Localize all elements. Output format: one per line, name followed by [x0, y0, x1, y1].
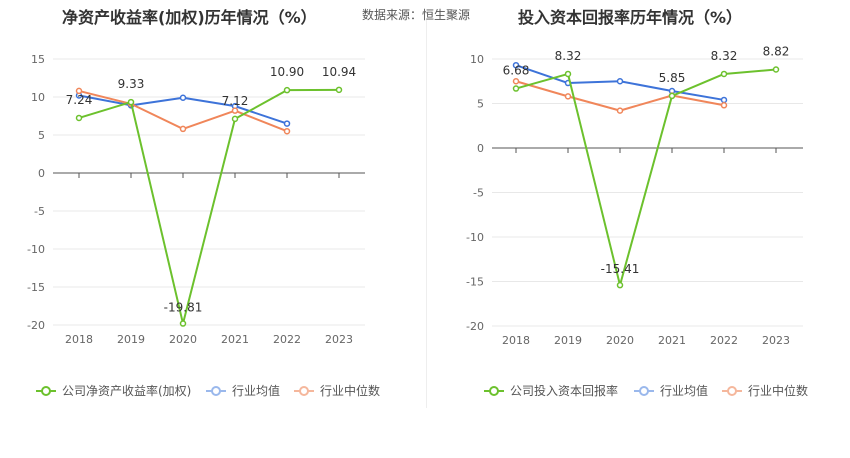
chart1-y-tick-label: -5 [34, 205, 45, 218]
chart1-data-label: -19.81 [164, 301, 203, 315]
chart2-data-label: 8.32 [555, 49, 582, 63]
chart1-point-company [127, 98, 135, 106]
chart1-legend-label-median: 行业中位数 [320, 383, 380, 398]
chart2-data-label: 8.32 [711, 49, 738, 63]
chart2-legend-label-avg: 行业均值 [660, 383, 708, 398]
chart2-y-tick-label: -10 [466, 231, 484, 244]
chart1-y-tick-label: 0 [38, 167, 45, 180]
chart1-title: 净资产收益率(加权)历年情况（%） [62, 8, 317, 27]
chart2-legend-label-median: 行业中位数 [748, 383, 808, 398]
chart2-point-median [564, 93, 572, 100]
chart2-y-tick-label: 0 [477, 142, 484, 155]
chart1-point-company [75, 114, 83, 122]
chart2-y-tick-label: -5 [473, 187, 484, 200]
chart1-y-tick-label: 5 [38, 129, 45, 142]
chart1-legend-marker-company[interactable] [41, 386, 51, 396]
chart2-y-tick-label: 5 [477, 98, 484, 111]
chart1-y-tick-label: -15 [27, 281, 45, 294]
chart2-x-tick-label: 2022 [710, 334, 738, 347]
chart1-series-line-company [78, 88, 340, 325]
chart2-legend-marker-company[interactable] [489, 386, 499, 396]
chart2-legend-marker-median[interactable] [727, 386, 737, 396]
chart1-data-label: 7.12 [222, 94, 249, 108]
chart1-point-median [231, 107, 239, 114]
chart2-x-tick-label: 2019 [554, 334, 582, 347]
chart2-x-tick-label: 2018 [502, 334, 530, 347]
chart1-point-avg [283, 120, 291, 127]
data-source: 数据来源：恒生聚源 [362, 8, 471, 22]
chart2-series-line-median [515, 80, 725, 112]
chart2-data-label: 6.68 [503, 64, 530, 78]
chart1-data-label: 10.90 [270, 65, 304, 79]
chart1-x-tick-label: 2021 [221, 333, 249, 346]
chart1-point-company [283, 86, 291, 94]
chart2-x-tick-label: 2021 [658, 334, 686, 347]
chart1-point-company [231, 115, 239, 123]
chart1-point-median [75, 87, 83, 95]
chart1-x-tick-label: 2019 [117, 333, 145, 346]
chart1-legend-label-company: 公司净资产收益率(加权) [62, 383, 191, 398]
chart2-data-label: 5.85 [659, 71, 686, 85]
chart1-y-tick-label: -10 [27, 243, 45, 256]
chart1-legend-marker-avg[interactable] [211, 386, 221, 396]
chart1-y-tick-label: -20 [27, 319, 45, 332]
chart2-x-tick-label: 2023 [762, 334, 790, 347]
chart2-y-tick-label: -15 [466, 276, 484, 289]
chart1-point-avg [179, 94, 187, 102]
chart1-point-median [283, 127, 291, 135]
chart1-data-label: 9.33 [118, 77, 145, 91]
chart1-x-tick-label: 2018 [65, 333, 93, 346]
chart2-point-company [772, 66, 780, 73]
chart2-point-median [720, 102, 728, 109]
chart2-point-company [668, 92, 676, 100]
chart2-point-median [512, 78, 520, 85]
chart1-legend-marker-median[interactable] [299, 386, 309, 396]
chart1-point-company [335, 86, 343, 94]
chart1-y-tick-label: 10 [31, 91, 45, 104]
chart1-point-median [179, 125, 187, 133]
chart2-legend-marker-avg[interactable] [639, 386, 649, 396]
chart2-data-label: -15.41 [601, 262, 640, 276]
chart1-legend-label-avg: 行业均值 [232, 383, 280, 398]
chart1-point-company [179, 320, 187, 327]
panel-divider [426, 20, 427, 408]
chart2-point-company [512, 85, 520, 92]
chart2-y-tick-label: 10 [470, 53, 484, 66]
chart2-y-tick-label: -20 [466, 320, 484, 333]
chart2-legend-label-company: 公司投入资本回报率 [510, 383, 618, 398]
chart2-point-avg [512, 61, 520, 69]
chart2-point-median [616, 107, 624, 114]
chart2-x-tick-label: 2020 [606, 334, 634, 347]
chart1-x-tick-label: 2020 [169, 333, 197, 346]
chart2-point-company [616, 281, 624, 289]
chart1-data-label: 7.24 [66, 93, 93, 107]
chart2-data-label: 8.82 [763, 45, 790, 59]
chart2-title: 投入资本回报率历年情况（%） [518, 8, 743, 27]
chart2-point-avg [616, 78, 624, 85]
chart1-y-tick-label: 15 [31, 53, 45, 66]
chart1-x-tick-label: 2023 [325, 333, 353, 346]
chart2-point-company [720, 70, 728, 78]
chart2-point-company [564, 70, 572, 78]
chart2-point-avg [720, 96, 728, 104]
chart2-series-line-company [515, 68, 777, 287]
chart1-data-label: 10.94 [322, 65, 356, 79]
chart1-x-tick-label: 2022 [273, 333, 301, 346]
